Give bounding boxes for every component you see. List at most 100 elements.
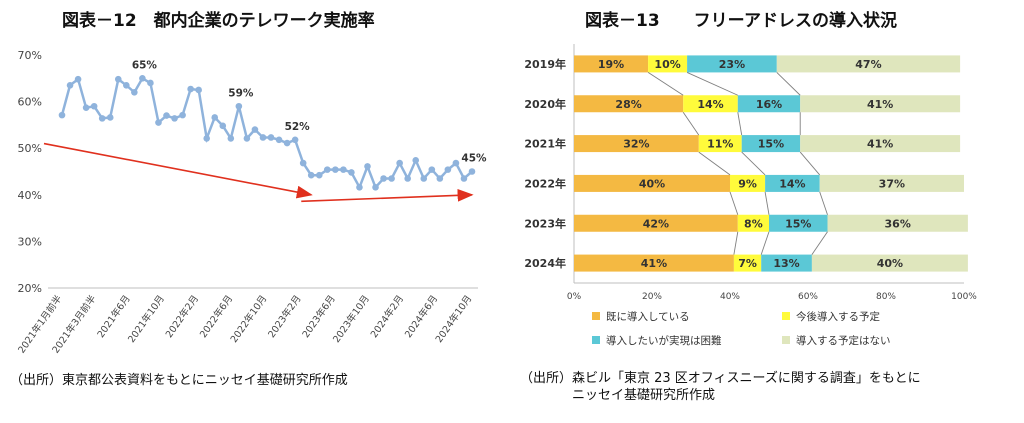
y-tick-label: 60%	[18, 96, 42, 109]
x-tick-label: 60%	[798, 292, 818, 302]
bar-value-label: 16%	[756, 98, 782, 111]
category-label: 2019年	[524, 57, 566, 71]
bar-segment	[741, 135, 801, 153]
data-point	[468, 168, 476, 175]
bar-value-label: 15%	[785, 217, 811, 230]
bar-segment	[730, 174, 766, 192]
data-point	[74, 75, 82, 83]
bar-value-label: 42%	[643, 217, 669, 230]
series-connector-line	[764, 191, 770, 215]
legend-swatch	[592, 312, 600, 320]
bar-value-label: 32%	[623, 138, 649, 151]
bar-value-label: 40%	[639, 177, 665, 190]
data-point	[275, 136, 283, 144]
y-tick-label: 30%	[18, 235, 42, 248]
category-label: 2020年	[524, 97, 566, 111]
bar-segment	[737, 214, 769, 232]
bar-value-label: 23%	[719, 58, 745, 71]
legend-swatch	[782, 312, 790, 320]
bar-value-label: 9%	[738, 177, 757, 190]
bar-segment	[761, 254, 812, 272]
data-point	[404, 175, 411, 182]
data-point	[58, 111, 66, 119]
data-point	[428, 166, 436, 173]
bar-value-label: 41%	[867, 138, 893, 151]
bar-segment	[683, 95, 738, 113]
bar-segment	[574, 254, 734, 272]
right-chart-source: （出所）森ビル「東京 23 区オフィスニーズに関する調査」をもとに ニッセイ基礎…	[520, 371, 921, 403]
bar-segment	[574, 55, 649, 73]
bar-segment	[733, 254, 762, 272]
left-chart-title: 図表－12 都内企業のテレワーク実施率	[62, 11, 375, 31]
legend-swatch	[782, 336, 790, 344]
data-point	[299, 159, 307, 167]
bar-value-label: 47%	[855, 58, 881, 71]
category-label: 2023年	[524, 216, 566, 230]
bar-value-label: 14%	[779, 177, 805, 190]
bar-segment	[574, 174, 730, 192]
x-tick-label: 80%	[876, 292, 896, 302]
peak-annotation: 45%	[461, 153, 487, 165]
data-point	[131, 88, 138, 96]
data-point	[147, 79, 154, 87]
data-point	[227, 135, 235, 142]
data-point	[388, 175, 395, 182]
category-label: 2022年	[524, 176, 566, 190]
data-point	[396, 159, 403, 167]
series-connector-line	[811, 231, 828, 255]
series-connector-line	[819, 191, 828, 215]
bar-value-label: 41%	[867, 98, 893, 111]
series-connector-line	[799, 151, 821, 176]
trend-arrow	[43, 142, 313, 199]
bar-segment	[765, 174, 820, 192]
data-point	[340, 166, 347, 173]
bar-value-label: 28%	[615, 98, 641, 111]
bar-value-label: 40%	[877, 257, 903, 270]
bar-value-label: 13%	[773, 257, 799, 270]
bar-segment	[800, 95, 961, 113]
bar-value-label: 10%	[654, 58, 680, 71]
data-point	[203, 135, 211, 142]
y-tick-label: 20%	[18, 282, 42, 295]
data-point	[155, 119, 162, 126]
legend-swatch	[592, 336, 600, 344]
data-point	[243, 135, 251, 142]
series-connector-line	[776, 72, 801, 96]
bar-segment	[819, 174, 964, 192]
series-connector-line	[760, 231, 770, 255]
data-point	[123, 81, 130, 89]
data-point	[452, 159, 460, 167]
y-tick-label: 70%	[18, 49, 42, 62]
x-tick-label: 40%	[720, 292, 740, 302]
bar-value-label: 11%	[707, 138, 733, 151]
telework-line-chart: 20%30%40%50%60%70%2021年1月前半2021年3月前半2021…	[15, 49, 487, 356]
data-point	[356, 184, 363, 191]
data-point	[444, 166, 452, 173]
peak-annotation: 52%	[285, 121, 311, 133]
series-connector-line	[698, 151, 731, 176]
x-tick-label: 20%	[642, 292, 662, 302]
bar-value-label: 41%	[641, 257, 667, 270]
data-point	[283, 139, 291, 147]
data-point	[251, 126, 259, 133]
left-chart-source: （出所）東京都公表資料をもとにニッセイ基礎研究所作成	[10, 373, 348, 388]
free-address-bar-chart: 0% 20% 40% 60% 80% 100% 2019年 19% 10% 23% 47% 2020年…	[524, 44, 977, 347]
data-point	[106, 114, 114, 121]
legend-label: 既に導入している	[606, 310, 690, 323]
bar-value-label: 37%	[879, 177, 905, 190]
data-point	[171, 115, 178, 122]
data-point	[219, 122, 227, 130]
data-point	[82, 104, 90, 111]
bar-segment	[574, 214, 738, 232]
category-label: 2021年	[524, 137, 566, 151]
bar-segment	[648, 55, 688, 73]
legend-label: 今後導入する予定	[796, 310, 880, 323]
series-connector-line	[647, 72, 684, 96]
series-connector-line	[737, 112, 743, 136]
data-point	[460, 175, 468, 182]
trend-arrow	[301, 188, 474, 203]
data-point	[163, 112, 170, 119]
peak-annotation: 65%	[132, 59, 158, 71]
data-point	[259, 134, 267, 141]
